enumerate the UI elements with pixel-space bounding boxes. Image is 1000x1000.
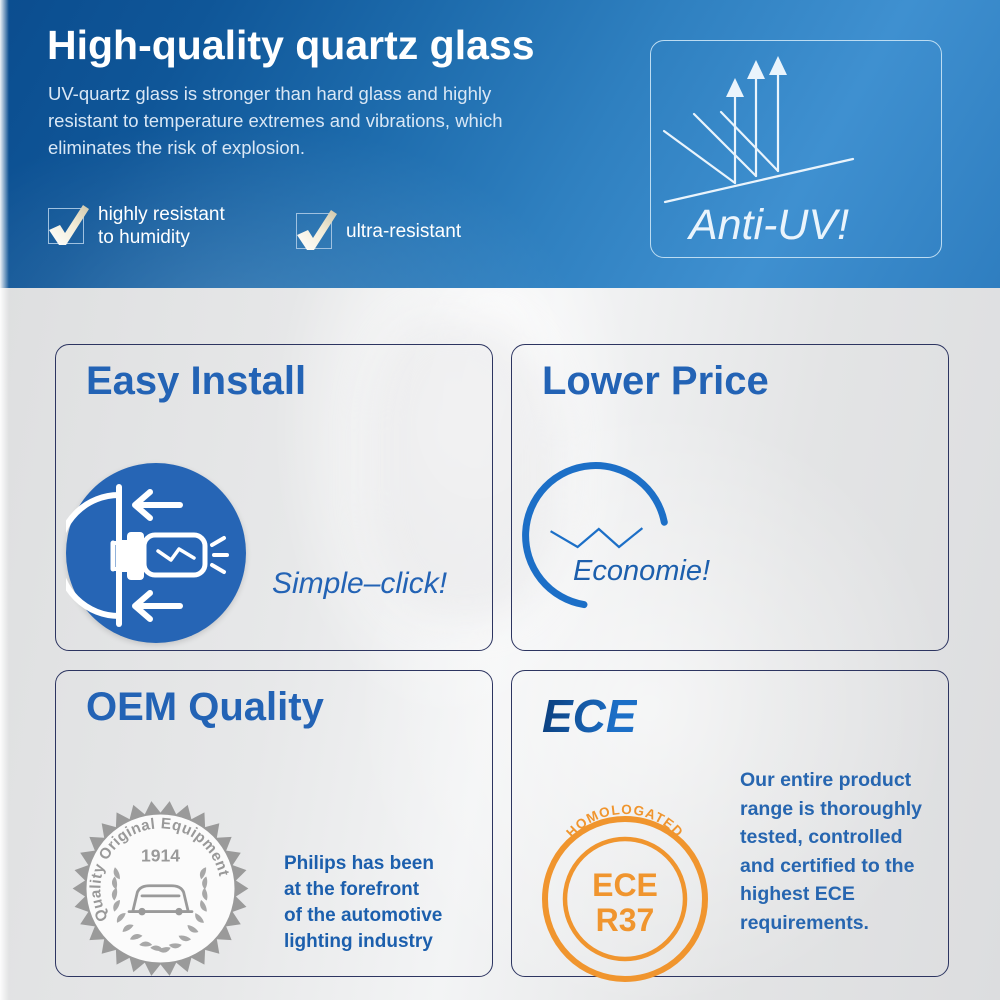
svg-text:Anti-UV!: Anti-UV! (686, 201, 849, 249)
svg-text:1914: 1914 (141, 846, 180, 866)
svg-text:R37: R37 (596, 902, 655, 938)
svg-text:ECE: ECE (592, 867, 658, 903)
svg-text:Economie!: Economie! (573, 555, 710, 587)
